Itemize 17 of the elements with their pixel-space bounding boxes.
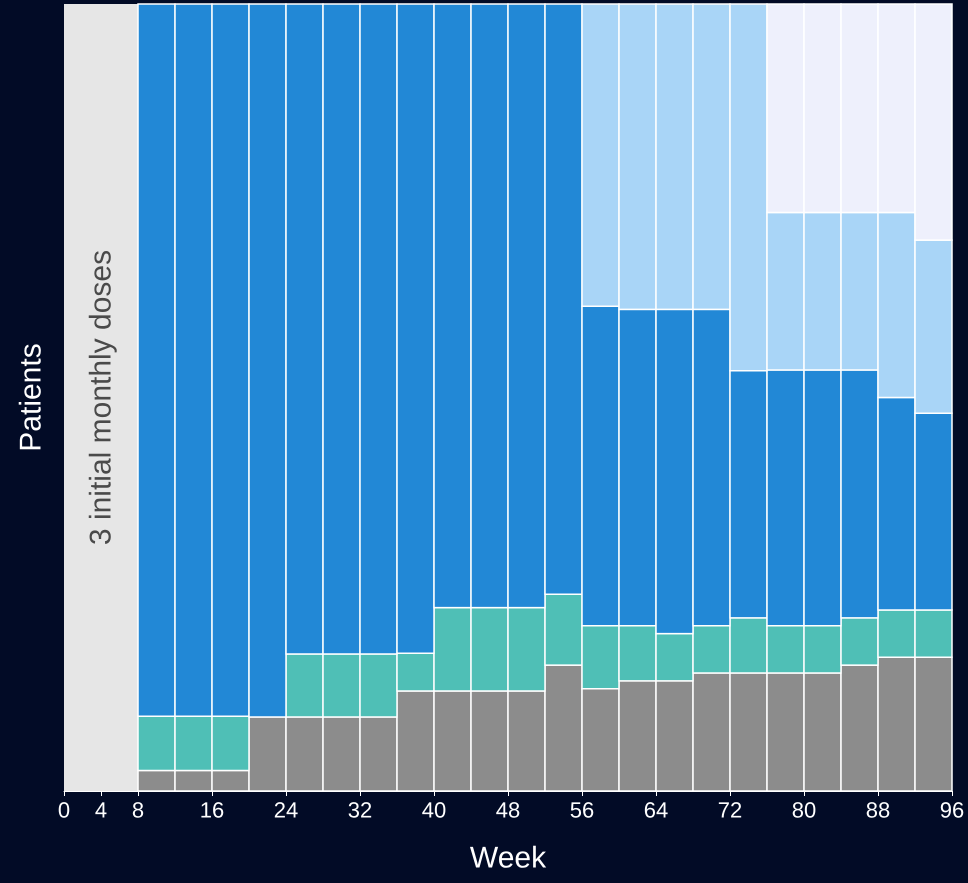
x-tick-label: 0 — [58, 798, 70, 822]
x-axis-title: Week — [470, 842, 548, 874]
x-tick-label: 64 — [644, 798, 668, 822]
band-label: 3 initial monthly doses — [84, 250, 118, 546]
x-tick-label: 32 — [348, 798, 372, 822]
x-tick-label: 48 — [496, 798, 520, 822]
x-tick-label: 72 — [718, 798, 742, 822]
x-tick-label: 88 — [866, 798, 890, 822]
x-tick-label: 4 — [94, 798, 108, 822]
x-tick-label: 80 — [792, 798, 816, 822]
x-tick-label: 24 — [274, 798, 298, 822]
x-tick-label: 40 — [422, 798, 446, 822]
x-tick-label: 8 — [132, 798, 144, 822]
x-tick-label: 56 — [570, 798, 594, 822]
x-tick-label: 96 — [940, 798, 964, 822]
x-tick-label: 16 — [200, 798, 224, 822]
y-axis-title: Patients — [14, 343, 48, 452]
